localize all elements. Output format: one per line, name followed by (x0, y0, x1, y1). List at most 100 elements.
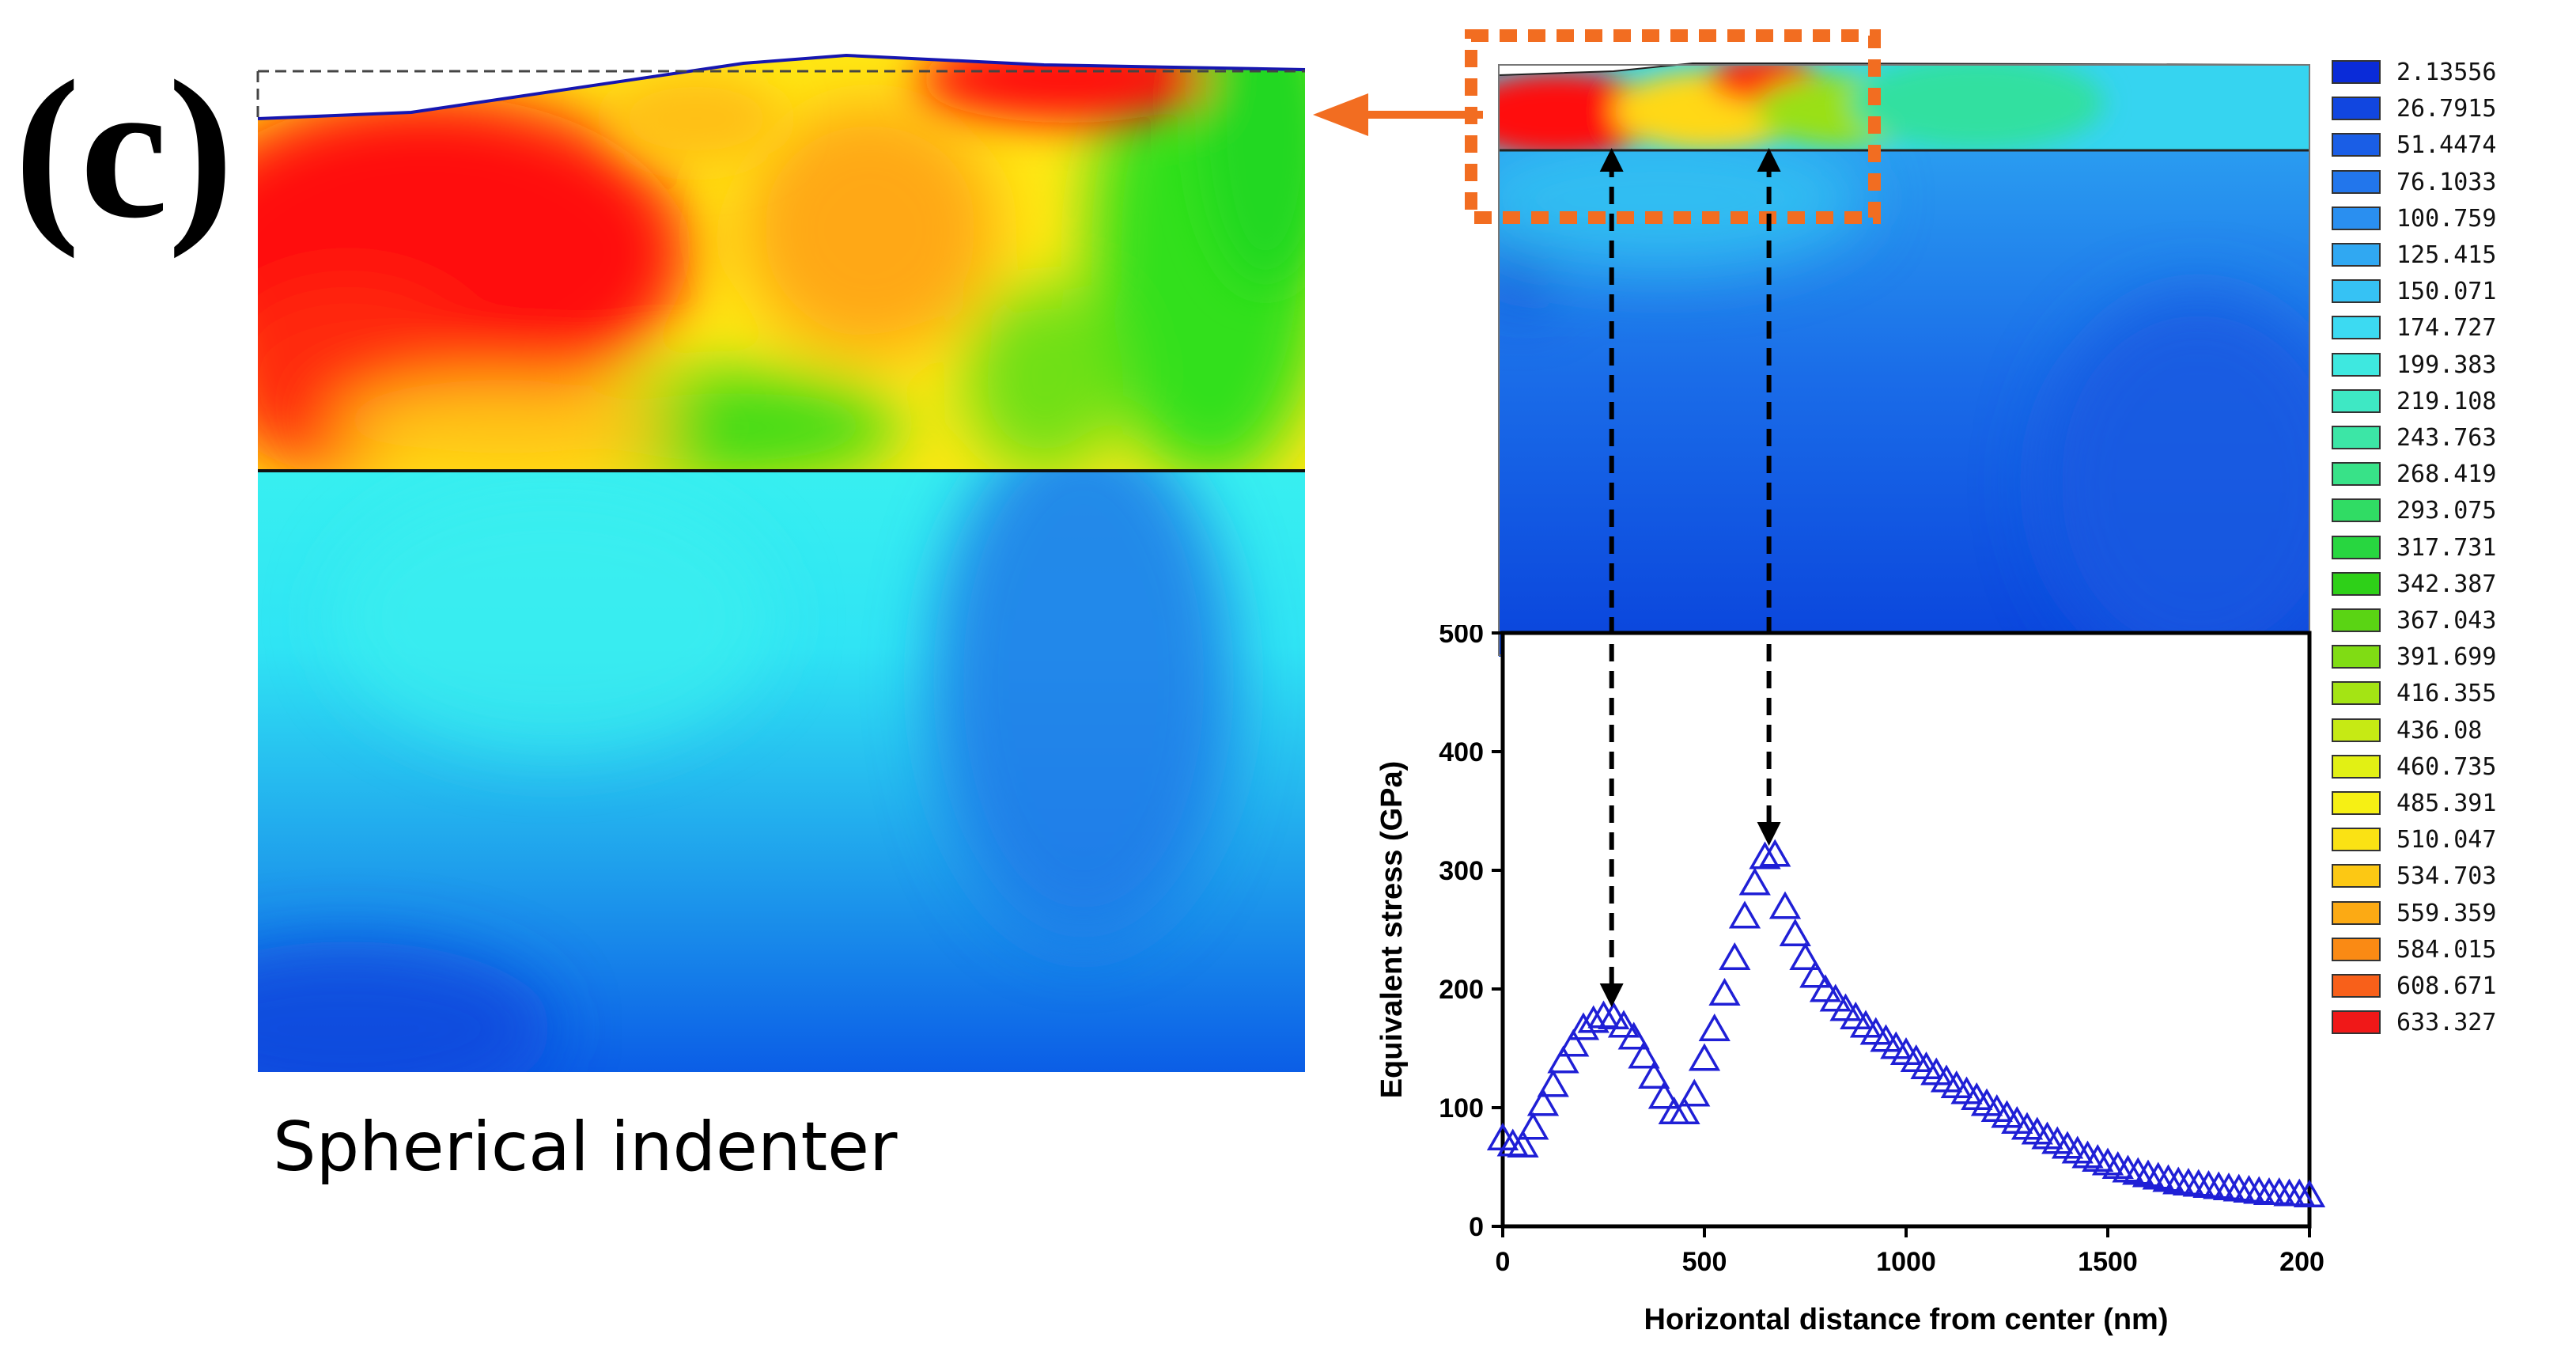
data-point (2142, 1161, 2174, 1190)
legend-value: 416.355 (2396, 680, 2497, 708)
legend-item: 51.4474 (2325, 128, 2570, 163)
data-point (1789, 942, 1821, 970)
data-point (1708, 977, 1741, 1006)
legend-item: 391.699 (2325, 640, 2570, 675)
legend-value: 125.415 (2396, 241, 2497, 269)
data-point (1809, 974, 1842, 1002)
legend-value: 608.671 (2396, 972, 2497, 1000)
legend-value: 391.699 (2396, 643, 2497, 672)
overview-substrate-layer (1499, 150, 2309, 657)
legend-value: 633.327 (2396, 1009, 2497, 1037)
panel-label: (c) (14, 40, 234, 260)
legend-swatch (2332, 974, 2381, 998)
data-series (1486, 839, 2325, 1207)
legend-swatch (2332, 754, 2381, 779)
legend-value: 367.043 (2396, 607, 2497, 635)
legend-swatch (2332, 535, 2381, 559)
legend-item: 199.383 (2325, 348, 2570, 383)
data-point (1638, 1060, 1670, 1089)
legend-value: 2.13556 (2396, 59, 2497, 86)
x-tick-label: 1500 (2078, 1247, 2138, 1277)
legend-value: 584.015 (2396, 935, 2497, 964)
x-tick-label: 0 (1496, 1247, 1511, 1277)
stress-legend: 2.13556 26.7915 51.4474 76.1033 100.759 125.4… (2325, 55, 2570, 1060)
legend-swatch (2332, 462, 2381, 487)
legend-item: 416.355 (2325, 676, 2570, 711)
legend-value: 342.387 (2396, 570, 2497, 598)
y-tick-label: 400 (1439, 737, 1484, 767)
legend-swatch (2332, 608, 2381, 632)
data-point (1768, 891, 1802, 919)
data-point (1517, 1112, 1549, 1140)
y-tick-label: 0 (1469, 1212, 1484, 1242)
data-point (2152, 1164, 2184, 1192)
substrate-layer (258, 471, 1305, 1072)
data-point (1688, 1043, 1721, 1071)
data-point (1647, 1081, 1681, 1109)
data-point (1547, 1045, 1579, 1074)
legend-item: 367.043 (2325, 604, 2570, 638)
legend-item: 534.703 (2325, 859, 2570, 894)
zoomed-contour-map (256, 53, 1306, 1072)
data-point (1507, 1129, 1539, 1158)
y-axis: 0 100 200 300 400 500 (1439, 625, 1503, 1242)
zoom-pointer-arrow (1313, 93, 1483, 136)
legend-swatch (2332, 388, 2381, 413)
legend-item: 100.759 (2325, 202, 2570, 237)
legend-swatch (2332, 937, 2381, 961)
legend-value: 26.7915 (2396, 95, 2497, 123)
data-point (1607, 1010, 1640, 1038)
data-point (1779, 918, 1811, 946)
legend-value: 317.731 (2396, 533, 2497, 562)
data-point (2293, 1179, 2325, 1207)
legend-value: 150.071 (2396, 278, 2497, 306)
data-point (1728, 900, 1761, 929)
legend-item: 150.071 (2325, 275, 2570, 309)
x-axis-label: Horizontal distance from center (nm) (1644, 1303, 2169, 1336)
y-tick-label: 500 (1439, 625, 1484, 649)
data-point (1526, 1088, 1560, 1116)
y-tick-label: 300 (1439, 856, 1484, 886)
plot-frame (1500, 631, 2312, 1229)
data-point (1557, 1029, 1590, 1057)
legend-value: 100.759 (2396, 204, 2497, 233)
legend-swatch (2332, 279, 2381, 304)
data-point (1617, 1021, 1650, 1050)
legend-item: 608.671 (2325, 969, 2570, 1004)
legend-value: 76.1033 (2396, 168, 2497, 196)
legend-value: 174.727 (2396, 314, 2497, 343)
data-point (1537, 1069, 1569, 1097)
legend-swatch (2332, 352, 2381, 377)
legend-swatch (2332, 97, 2381, 121)
data-point (1577, 1005, 1610, 1033)
data-point (1678, 1078, 1711, 1107)
legend-swatch (2332, 243, 2381, 267)
legend-swatch (2332, 791, 2381, 815)
legend-item: 436.08 (2325, 714, 2570, 748)
legend-swatch (2332, 426, 2381, 449)
coating-layer (258, 55, 1305, 471)
legend-item: 268.419 (2325, 457, 2570, 492)
legend-value: 219.108 (2396, 387, 2497, 415)
legend-swatch (2332, 645, 2381, 669)
legend-item: 559.359 (2325, 896, 2570, 931)
legend-value: 199.383 (2396, 350, 2497, 379)
y-tick-label: 200 (1439, 975, 1484, 1005)
legend-item: 243.763 (2325, 421, 2570, 456)
legend-value: 268.419 (2396, 460, 2497, 489)
data-point (1628, 1040, 1660, 1069)
legend-swatch (2332, 316, 2381, 340)
legend-swatch (2332, 900, 2381, 925)
data-point (1749, 841, 1781, 870)
legend-value: 436.08 (2396, 716, 2483, 745)
data-point (1719, 942, 1751, 970)
legend-item: 485.391 (2325, 786, 2570, 821)
zoom-region-box (1465, 29, 1881, 224)
legend-item: 584.015 (2325, 933, 2570, 968)
legend-value: 534.703 (2396, 862, 2497, 891)
legend-item: 174.727 (2325, 311, 2570, 346)
legend-item: 342.387 (2325, 567, 2570, 602)
legend-value: 293.075 (2396, 497, 2497, 525)
legend-item: 510.047 (2325, 823, 2570, 858)
x-tick-label: 1000 (1876, 1247, 1936, 1277)
